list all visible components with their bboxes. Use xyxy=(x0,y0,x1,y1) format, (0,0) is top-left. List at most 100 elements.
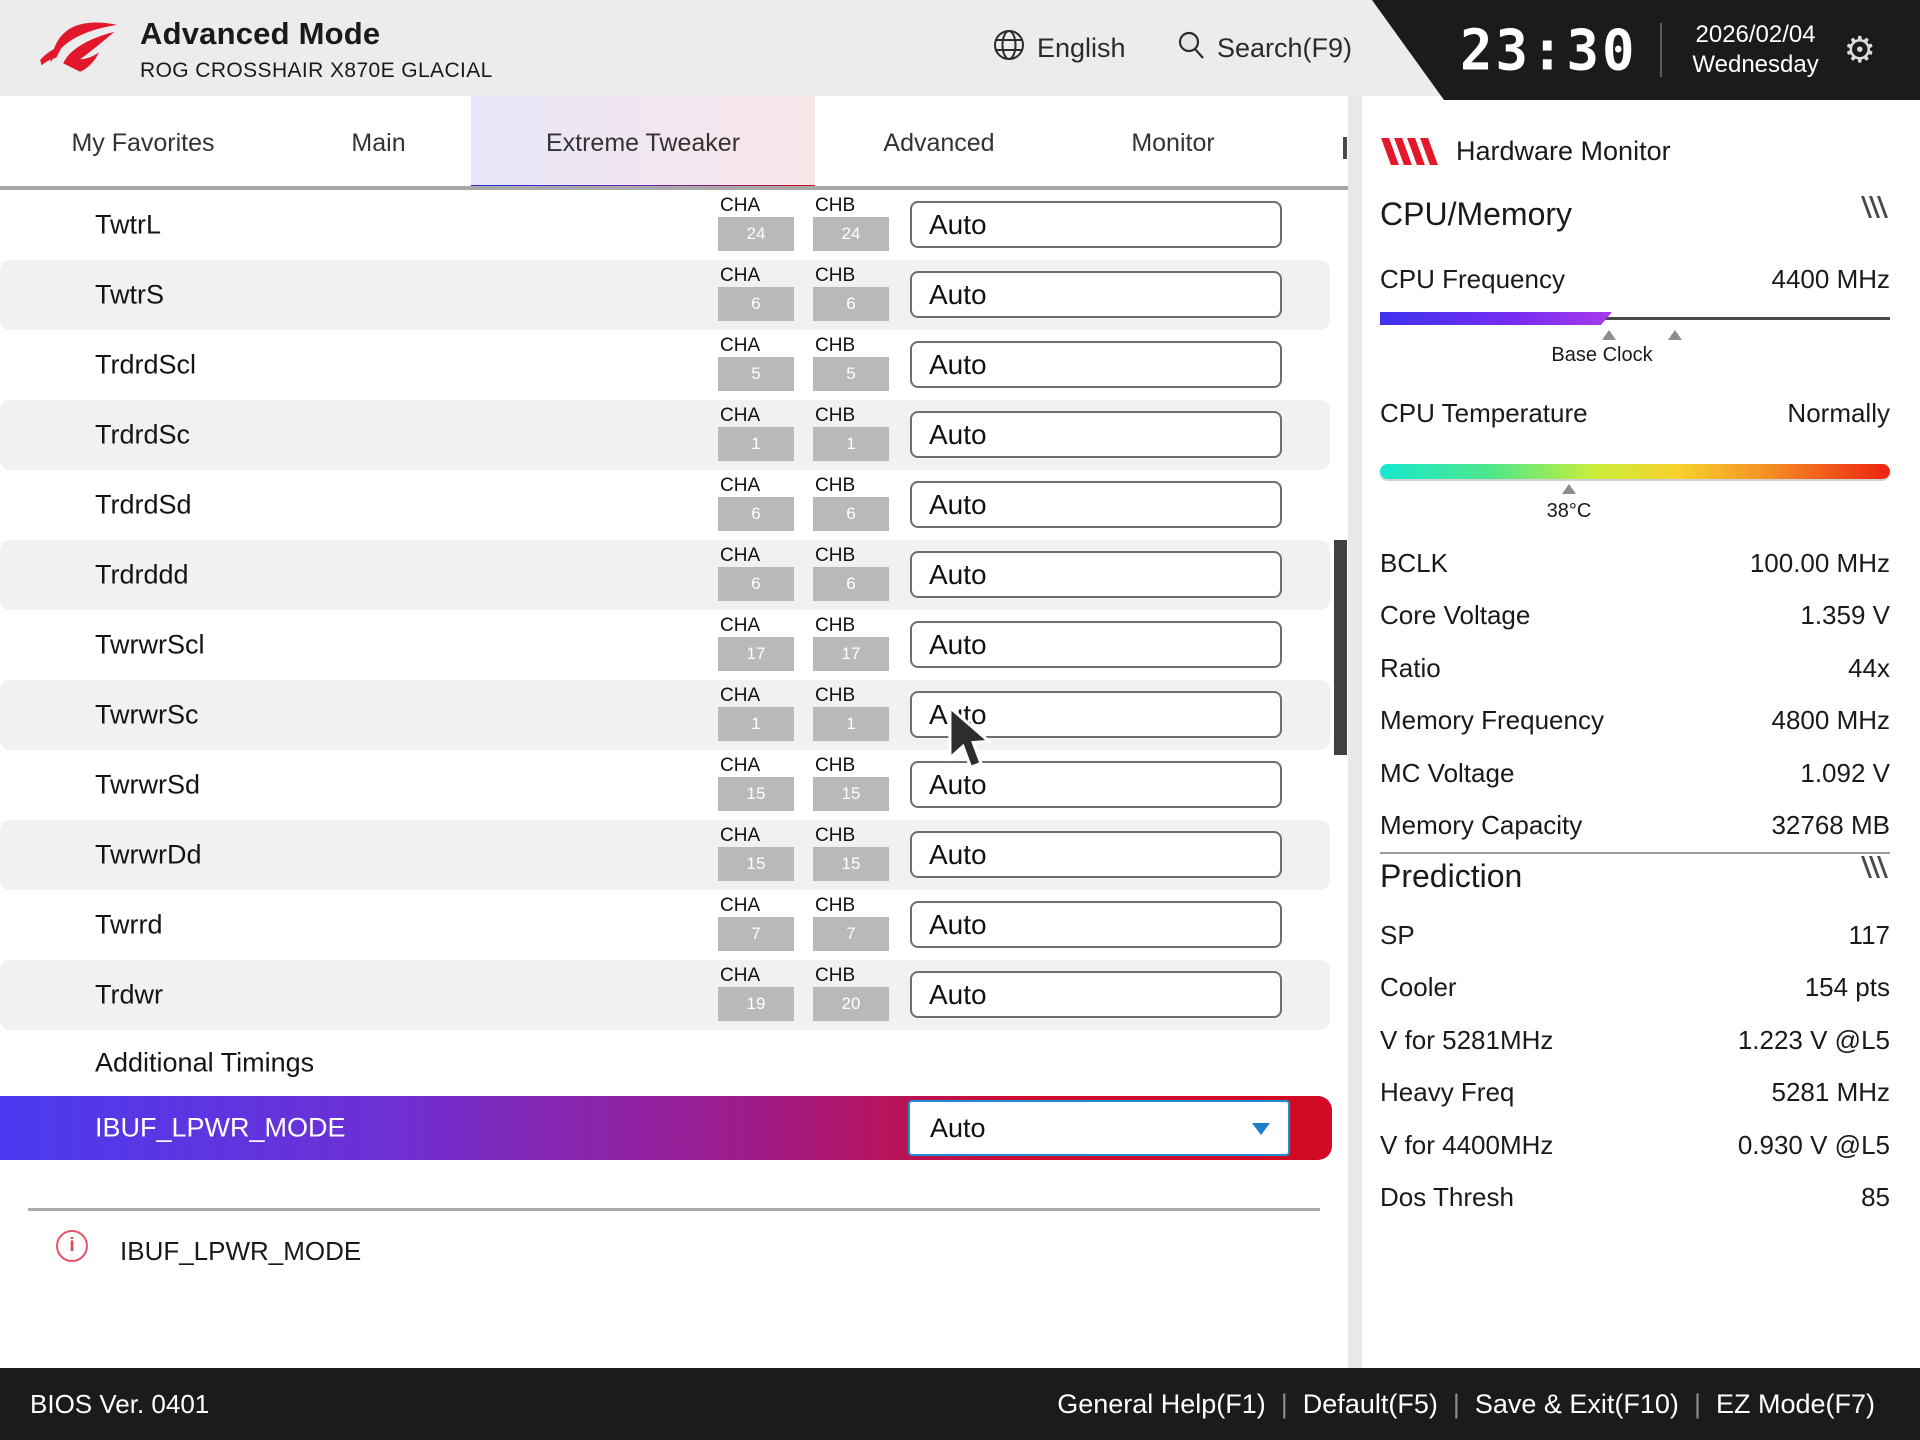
timing-label: TwtrS xyxy=(95,279,165,310)
hardware-monitor-panel: Hardware Monitor CPU/Memory CPU Frequenc… xyxy=(1362,96,1920,1368)
prediction-title: Prediction xyxy=(1380,858,1523,894)
timing-label: TwrwrScl xyxy=(95,629,205,660)
timing-value-input[interactable]: Auto xyxy=(910,621,1282,668)
stat-row-ratio: Ratio 44x xyxy=(1380,652,1890,683)
timing-label: TrdrdSd xyxy=(95,489,192,520)
tab-my-favorites[interactable]: My Favorites xyxy=(71,128,215,157)
cpu-memory-collapse-icon[interactable] xyxy=(1860,196,1889,218)
tab-clipped-fragment[interactable] xyxy=(1343,137,1347,159)
tab-main[interactable]: Main xyxy=(351,128,406,157)
timing-value-input[interactable]: Auto xyxy=(910,411,1282,458)
info-icon: i xyxy=(56,1230,88,1262)
scrollbar-thumb[interactable] xyxy=(1334,540,1347,755)
footer-separator: | xyxy=(1280,1388,1288,1419)
timing-value-input[interactable]: Auto xyxy=(910,271,1282,318)
cha-column-header: CHA xyxy=(720,755,761,776)
chb-current-value: 6 xyxy=(813,497,889,531)
chb-group: CHB 7 xyxy=(813,890,889,960)
chb-column-header: CHB xyxy=(815,895,856,916)
cha-current-value: 1 xyxy=(718,707,794,741)
cpu-frequency-value: 4400 MHz xyxy=(1771,264,1891,294)
timing-value-input[interactable]: Auto xyxy=(910,831,1282,878)
base-clock-label: Base Clock xyxy=(1551,344,1653,366)
chb-column-header: CHB xyxy=(815,265,856,286)
footer-action-save-exit-f10-[interactable]: Save & Exit(F10) xyxy=(1474,1388,1679,1419)
footer-action-general-help-f1-[interactable]: General Help(F1) xyxy=(1057,1388,1266,1419)
timing-label: Trdwr xyxy=(95,979,163,1010)
prediction-stats: SP 117 Cooler 154 pts V for 5281MHz 1.22… xyxy=(1380,909,1890,1224)
settings-list: TwtrL CHA 24 CHB 24 Auto TwtrS CHA 6 CHB… xyxy=(0,190,1348,1160)
timing-value-input[interactable]: Auto xyxy=(910,551,1282,598)
title-block: Advanced Mode ROG CROSSHAIR X870E GLACIA… xyxy=(140,16,493,83)
timing-value-input[interactable]: Auto xyxy=(910,201,1282,248)
settings-button[interactable]: ⚙ xyxy=(1844,29,1876,71)
tab-extreme-tweaker[interactable]: Extreme Tweaker xyxy=(471,96,815,190)
tab-advanced[interactable]: Advanced xyxy=(883,128,995,157)
cha-current-value: 24 xyxy=(718,217,794,251)
timing-value-input[interactable]: Auto xyxy=(910,761,1282,808)
chb-current-value: 15 xyxy=(813,847,889,881)
cha-group: CHA 1 xyxy=(718,680,794,750)
prediction-collapse-icon[interactable] xyxy=(1860,856,1889,878)
timing-value-input[interactable]: Auto xyxy=(910,971,1282,1018)
hardware-monitor-header: Hardware Monitor xyxy=(1380,136,1671,167)
cpu-temperature-bar xyxy=(1380,464,1890,479)
search-button[interactable]: Search(F9) xyxy=(1176,0,1352,96)
table-row: Twrrd CHA 7 CHB 7 Auto xyxy=(0,890,1330,960)
chb-current-value: 17 xyxy=(813,637,889,671)
cpu-memory-title: CPU/Memory xyxy=(1380,196,1573,232)
timing-value-input[interactable]: Auto xyxy=(910,901,1282,948)
tab-monitor[interactable]: Monitor xyxy=(1131,128,1215,157)
chb-current-value: 6 xyxy=(813,567,889,601)
cha-current-value: 5 xyxy=(718,357,794,391)
stat-row-cooler: Cooler 154 pts xyxy=(1380,972,1890,1003)
footer-action-ez-mode-f7-[interactable]: EZ Mode(F7) xyxy=(1715,1388,1875,1419)
bios-version: BIOS Ver. 0401 xyxy=(30,1388,210,1419)
footer-action-default-f5-[interactable]: Default(F5) xyxy=(1302,1388,1438,1419)
cha-group: CHA 17 xyxy=(718,610,794,680)
chb-group: CHB 20 xyxy=(813,960,889,1030)
language-button[interactable]: English xyxy=(992,0,1126,96)
timing-label: TrdrdSc xyxy=(95,419,191,450)
timing-label: Twrrd xyxy=(95,909,163,940)
cha-column-header: CHA xyxy=(720,195,761,216)
tab-bar: My Favorites Main Extreme Tweaker Advanc… xyxy=(0,96,1348,190)
rog-logo-icon xyxy=(36,10,120,91)
weekday: Wednesday xyxy=(1692,51,1819,78)
cha-group: CHA 7 xyxy=(718,890,794,960)
stat-row-v-for-4400mhz: V for 4400MHz 0.930 V @L5 xyxy=(1380,1129,1890,1160)
cha-column-header: CHA xyxy=(720,335,761,356)
section-label: Additional Timings xyxy=(95,1047,315,1078)
timing-value-input[interactable]: Auto xyxy=(910,481,1282,528)
table-row: TwtrL CHA 24 CHB 24 Auto xyxy=(0,190,1330,260)
ibuf-lpwr-mode-dropdown[interactable]: Auto xyxy=(908,1100,1290,1156)
cha-current-value: 6 xyxy=(718,497,794,531)
timing-label: TwtrL xyxy=(95,209,162,240)
date-block: 2026/02/04 Wednesday xyxy=(1688,20,1824,80)
chb-column-header: CHB xyxy=(815,615,856,636)
table-row: TrdrdScl CHA 5 CHB 5 Auto xyxy=(0,330,1330,400)
timing-value-input[interactable]: Auto xyxy=(910,341,1282,388)
timing-label: TwrwrDd xyxy=(95,839,202,870)
stat-row-dos-thresh: Dos Thresh 85 xyxy=(1380,1182,1890,1213)
cha-column-header: CHA xyxy=(720,265,761,286)
date: 2026/02/04 xyxy=(1695,21,1816,48)
cha-group: CHA 6 xyxy=(718,260,794,330)
chb-group: CHB 24 xyxy=(813,190,889,260)
caret-down-icon xyxy=(1252,1123,1270,1135)
language-label: English xyxy=(1037,32,1126,63)
cpu-temperature-row: CPU Temperature Normally xyxy=(1380,398,1890,429)
selected-row-ibuf-lpwr-mode[interactable]: IBUF_LPWR_MODE Auto xyxy=(0,1096,1332,1160)
table-row: TrdrdSc CHA 1 CHB 1 Auto xyxy=(0,400,1330,470)
chb-column-header: CHB xyxy=(815,825,856,846)
mouse-cursor xyxy=(946,704,998,779)
section-row-additional-timings[interactable]: Additional Timings xyxy=(0,1030,1330,1096)
table-row: Trdrddd CHA 6 CHB 6 Auto xyxy=(0,540,1330,610)
table-row: TwrwrSc CHA 1 CHB 1 Auto xyxy=(0,680,1330,750)
table-row: TwrwrDd CHA 15 CHB 15 Auto xyxy=(0,820,1330,890)
stat-row-memory-frequency: Memory Frequency 4800 MHz xyxy=(1380,705,1890,736)
table-row: TrdrdSd CHA 6 CHB 6 Auto xyxy=(0,470,1330,540)
cha-column-header: CHA xyxy=(720,405,761,426)
sidebar-divider xyxy=(1380,852,1890,854)
